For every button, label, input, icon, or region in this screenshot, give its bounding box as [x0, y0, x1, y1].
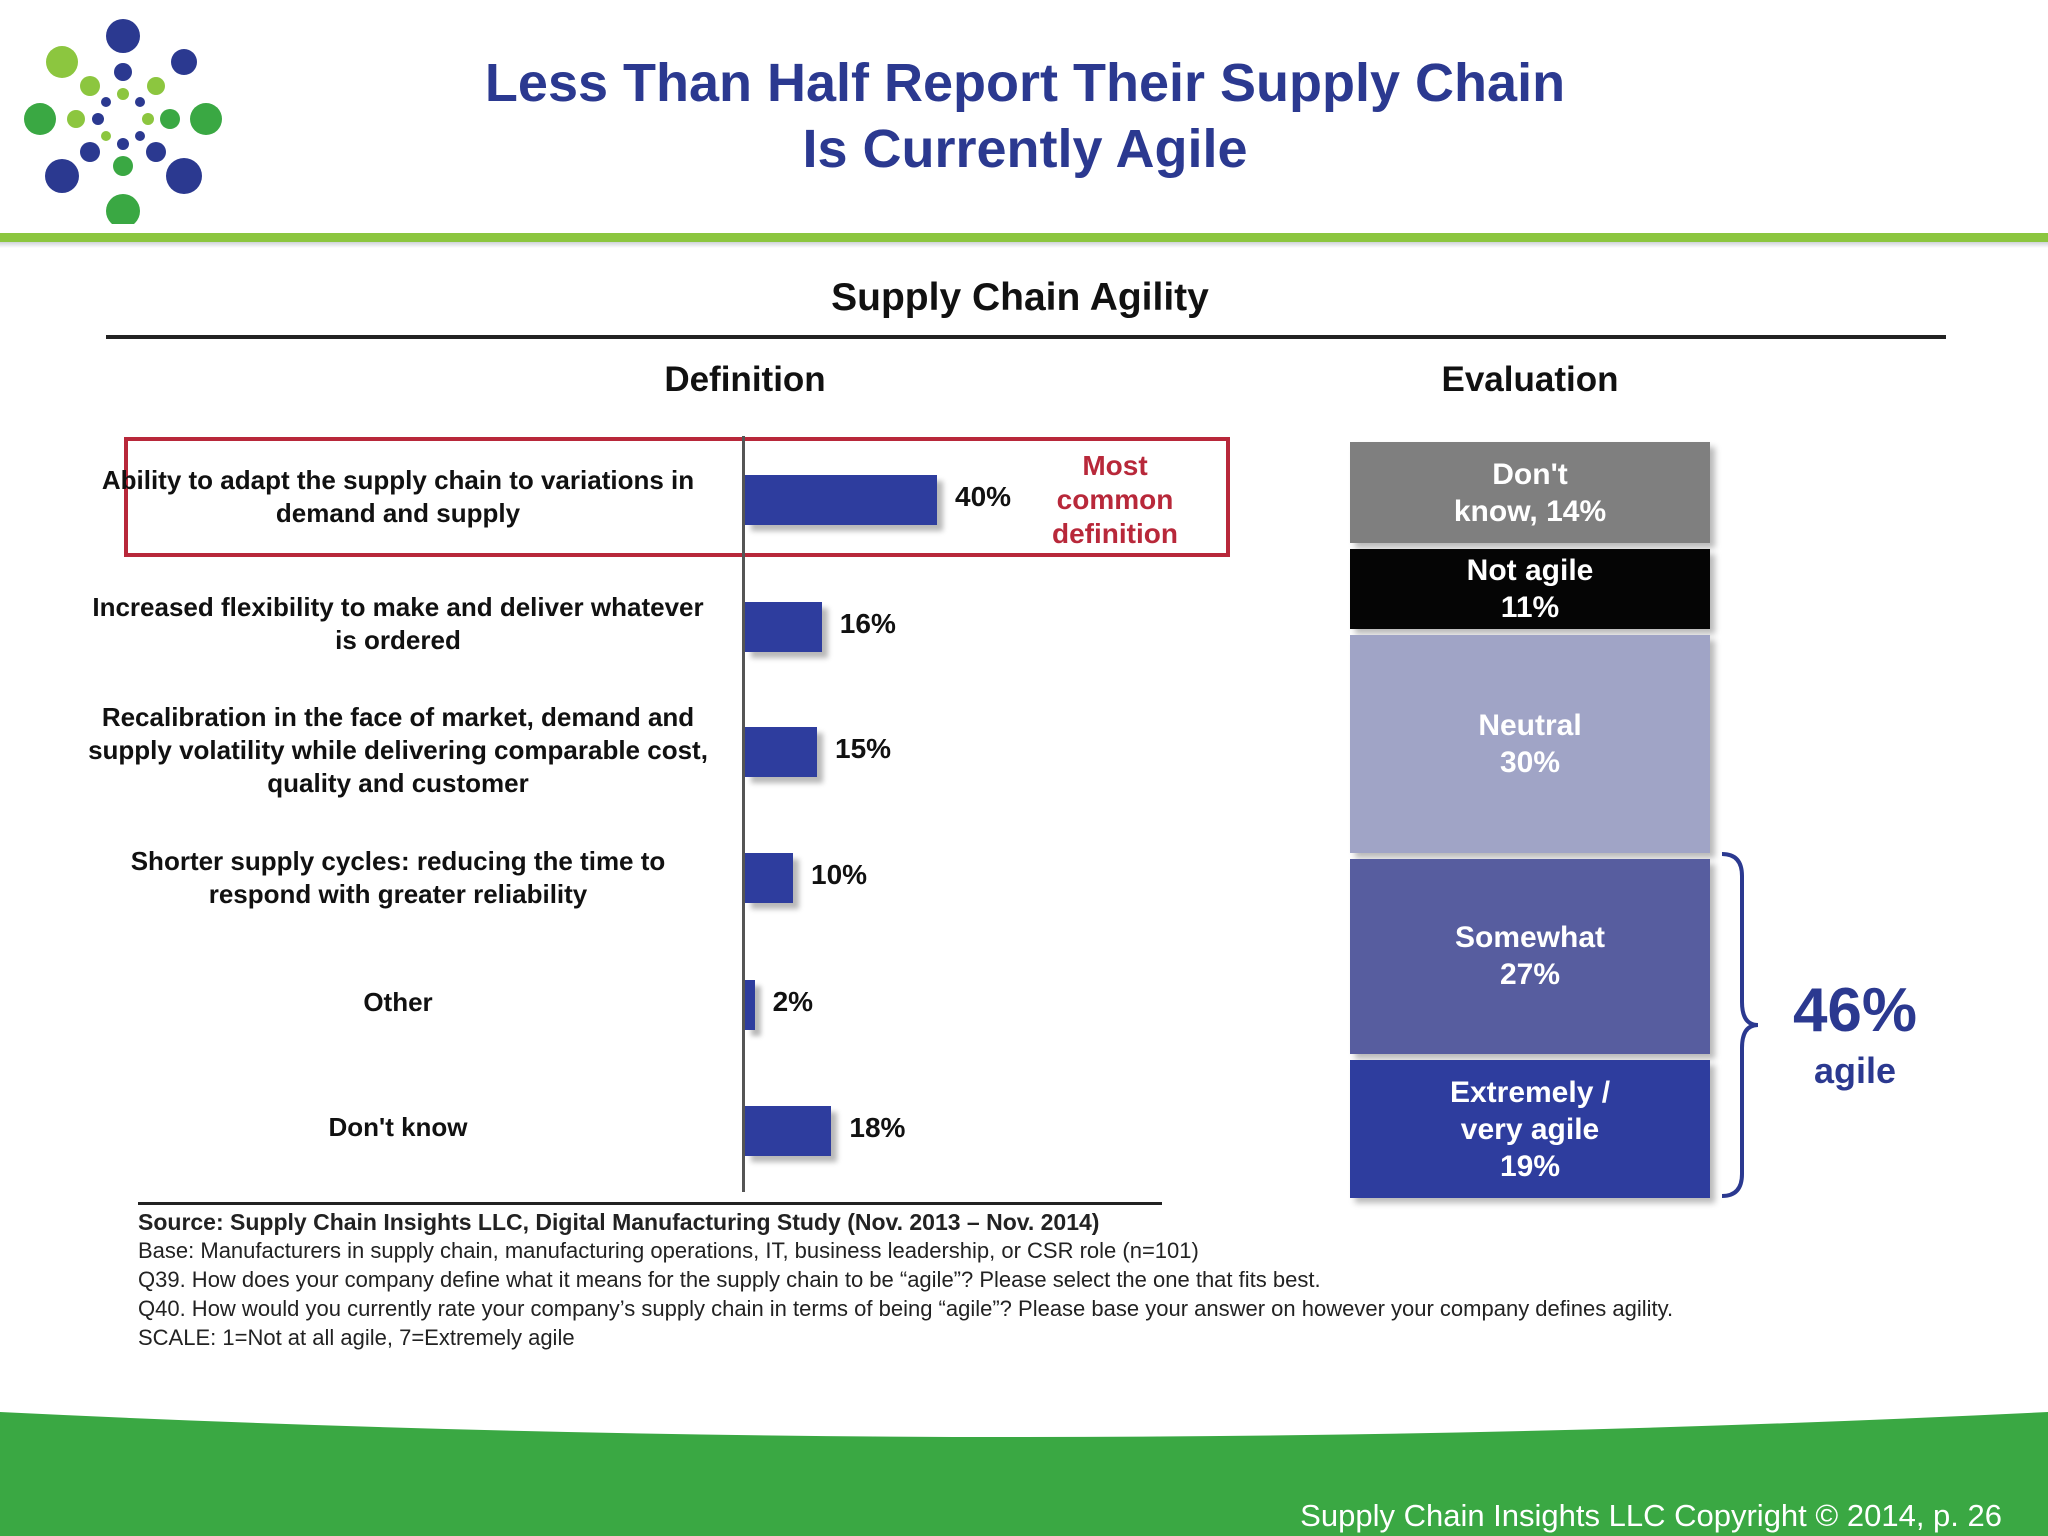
definition-bar [745, 1106, 832, 1156]
definition-bar [745, 602, 822, 652]
agile-bracket [1721, 852, 1759, 1198]
evaluation-segment: Don't know, 14% [1350, 442, 1710, 544]
definition-bar [745, 853, 793, 903]
slide-title: Less Than Half Report Their Supply Chain [484, 53, 1566, 113]
definition-bar [745, 475, 937, 525]
agile-total-value: 46% [1792, 976, 1918, 1045]
q40-note: Q40. How would you currently rate your c… [138, 1296, 1674, 1321]
slide-title-line2: Is Currently Agile [802, 119, 1248, 179]
chart-title: Supply Chain Agility [831, 276, 1209, 319]
evaluation-segment-label: Extremely / very agile 19% [1450, 1074, 1610, 1185]
base-note: Base: Manufacturers in supply chain, man… [138, 1238, 1199, 1263]
q39-note: Q39. How does your company define what i… [138, 1267, 1321, 1292]
evaluation-segment-label-line: 11% [1500, 591, 1560, 625]
category-label: Recalibration in the face of market, dem… [88, 702, 708, 798]
bar-chart-axis [742, 436, 745, 1192]
evaluation-segment-label: Not agile 11% [1467, 552, 1594, 626]
evaluation-segment-label-line: 19% [1499, 1149, 1561, 1183]
scale-note: SCALE: 1=Not at all agile, 7=Extremely a… [138, 1325, 575, 1350]
footer-band [0, 1412, 2048, 1536]
evaluation-panel-title: Evaluation [1441, 360, 1619, 399]
definition-bar-value: 18% [849, 1112, 906, 1143]
evaluation-segment-label-line: know, 14% [1453, 494, 1607, 528]
chart-title-rule [106, 335, 1946, 339]
evaluation-segment: Neutral 30% [1350, 635, 1710, 853]
most-common-annotation: Most common definition [1030, 449, 1200, 551]
evaluation-segment: Not agile 11% [1350, 549, 1710, 630]
evaluation-segment: Somewhat 27% [1350, 858, 1710, 1055]
company-logo [24, 19, 222, 224]
definition-bar [745, 727, 817, 777]
title-divider-shadow [0, 242, 2048, 248]
evaluation-segment-label: Somewhat 27% [1455, 919, 1605, 993]
most-common-annotation-line: definition [1052, 518, 1178, 549]
most-common-annotation-line: Most [1082, 450, 1148, 481]
evaluation-segment-label: Don't know, 14% [1454, 456, 1606, 530]
evaluation-segment-label-line: Somewhat [1454, 921, 1606, 955]
evaluation-segment-label-line: Don't [1492, 457, 1568, 491]
agile-total-label: agile [1813, 1050, 1897, 1091]
source-rule [138, 1202, 1162, 1205]
definition-bar-value: 15% [835, 733, 892, 764]
definition-panel-title: Definition [664, 360, 826, 399]
category-label: Shorter supply cycles: reducing the time… [130, 846, 666, 909]
copyright-footer: Supply Chain Insights LLC Copyright © 20… [1300, 1498, 2002, 1533]
evaluation-segment-label-line: Not agile [1466, 554, 1594, 588]
evaluation-segment-label: Neutral 30% [1478, 707, 1581, 781]
evaluation-segment-label-line: very agile [1460, 1112, 1600, 1146]
definition-bar-value: 2% [772, 986, 814, 1017]
definition-bar [745, 980, 755, 1030]
evaluation-segment-label-line: Neutral [1478, 708, 1582, 742]
definition-bar-value: 40% [955, 481, 1012, 512]
evaluation-segment: Extremely / very agile 19% [1350, 1060, 1710, 1198]
category-label: Increased flexibility to make and delive… [92, 592, 704, 655]
definition-bar-value: 16% [839, 608, 896, 639]
category-label: Don't know [328, 1112, 468, 1142]
source-note: Source: Supply Chain Insights LLC, Digit… [138, 1209, 1100, 1235]
category-label: Other [363, 987, 433, 1017]
evaluation-segment-label-line: 30% [1499, 745, 1561, 779]
evaluation-segment-label-line: 27% [1499, 958, 1561, 992]
most-common-highlight-box [124, 437, 1230, 557]
evaluation-segment-label-line: Extremely / [1449, 1075, 1611, 1109]
title-divider [0, 233, 2048, 242]
category-label: Ability to adapt the supply chain to var… [101, 465, 695, 528]
definition-bar-value: 10% [811, 859, 868, 890]
most-common-annotation-line: common [1056, 484, 1174, 515]
